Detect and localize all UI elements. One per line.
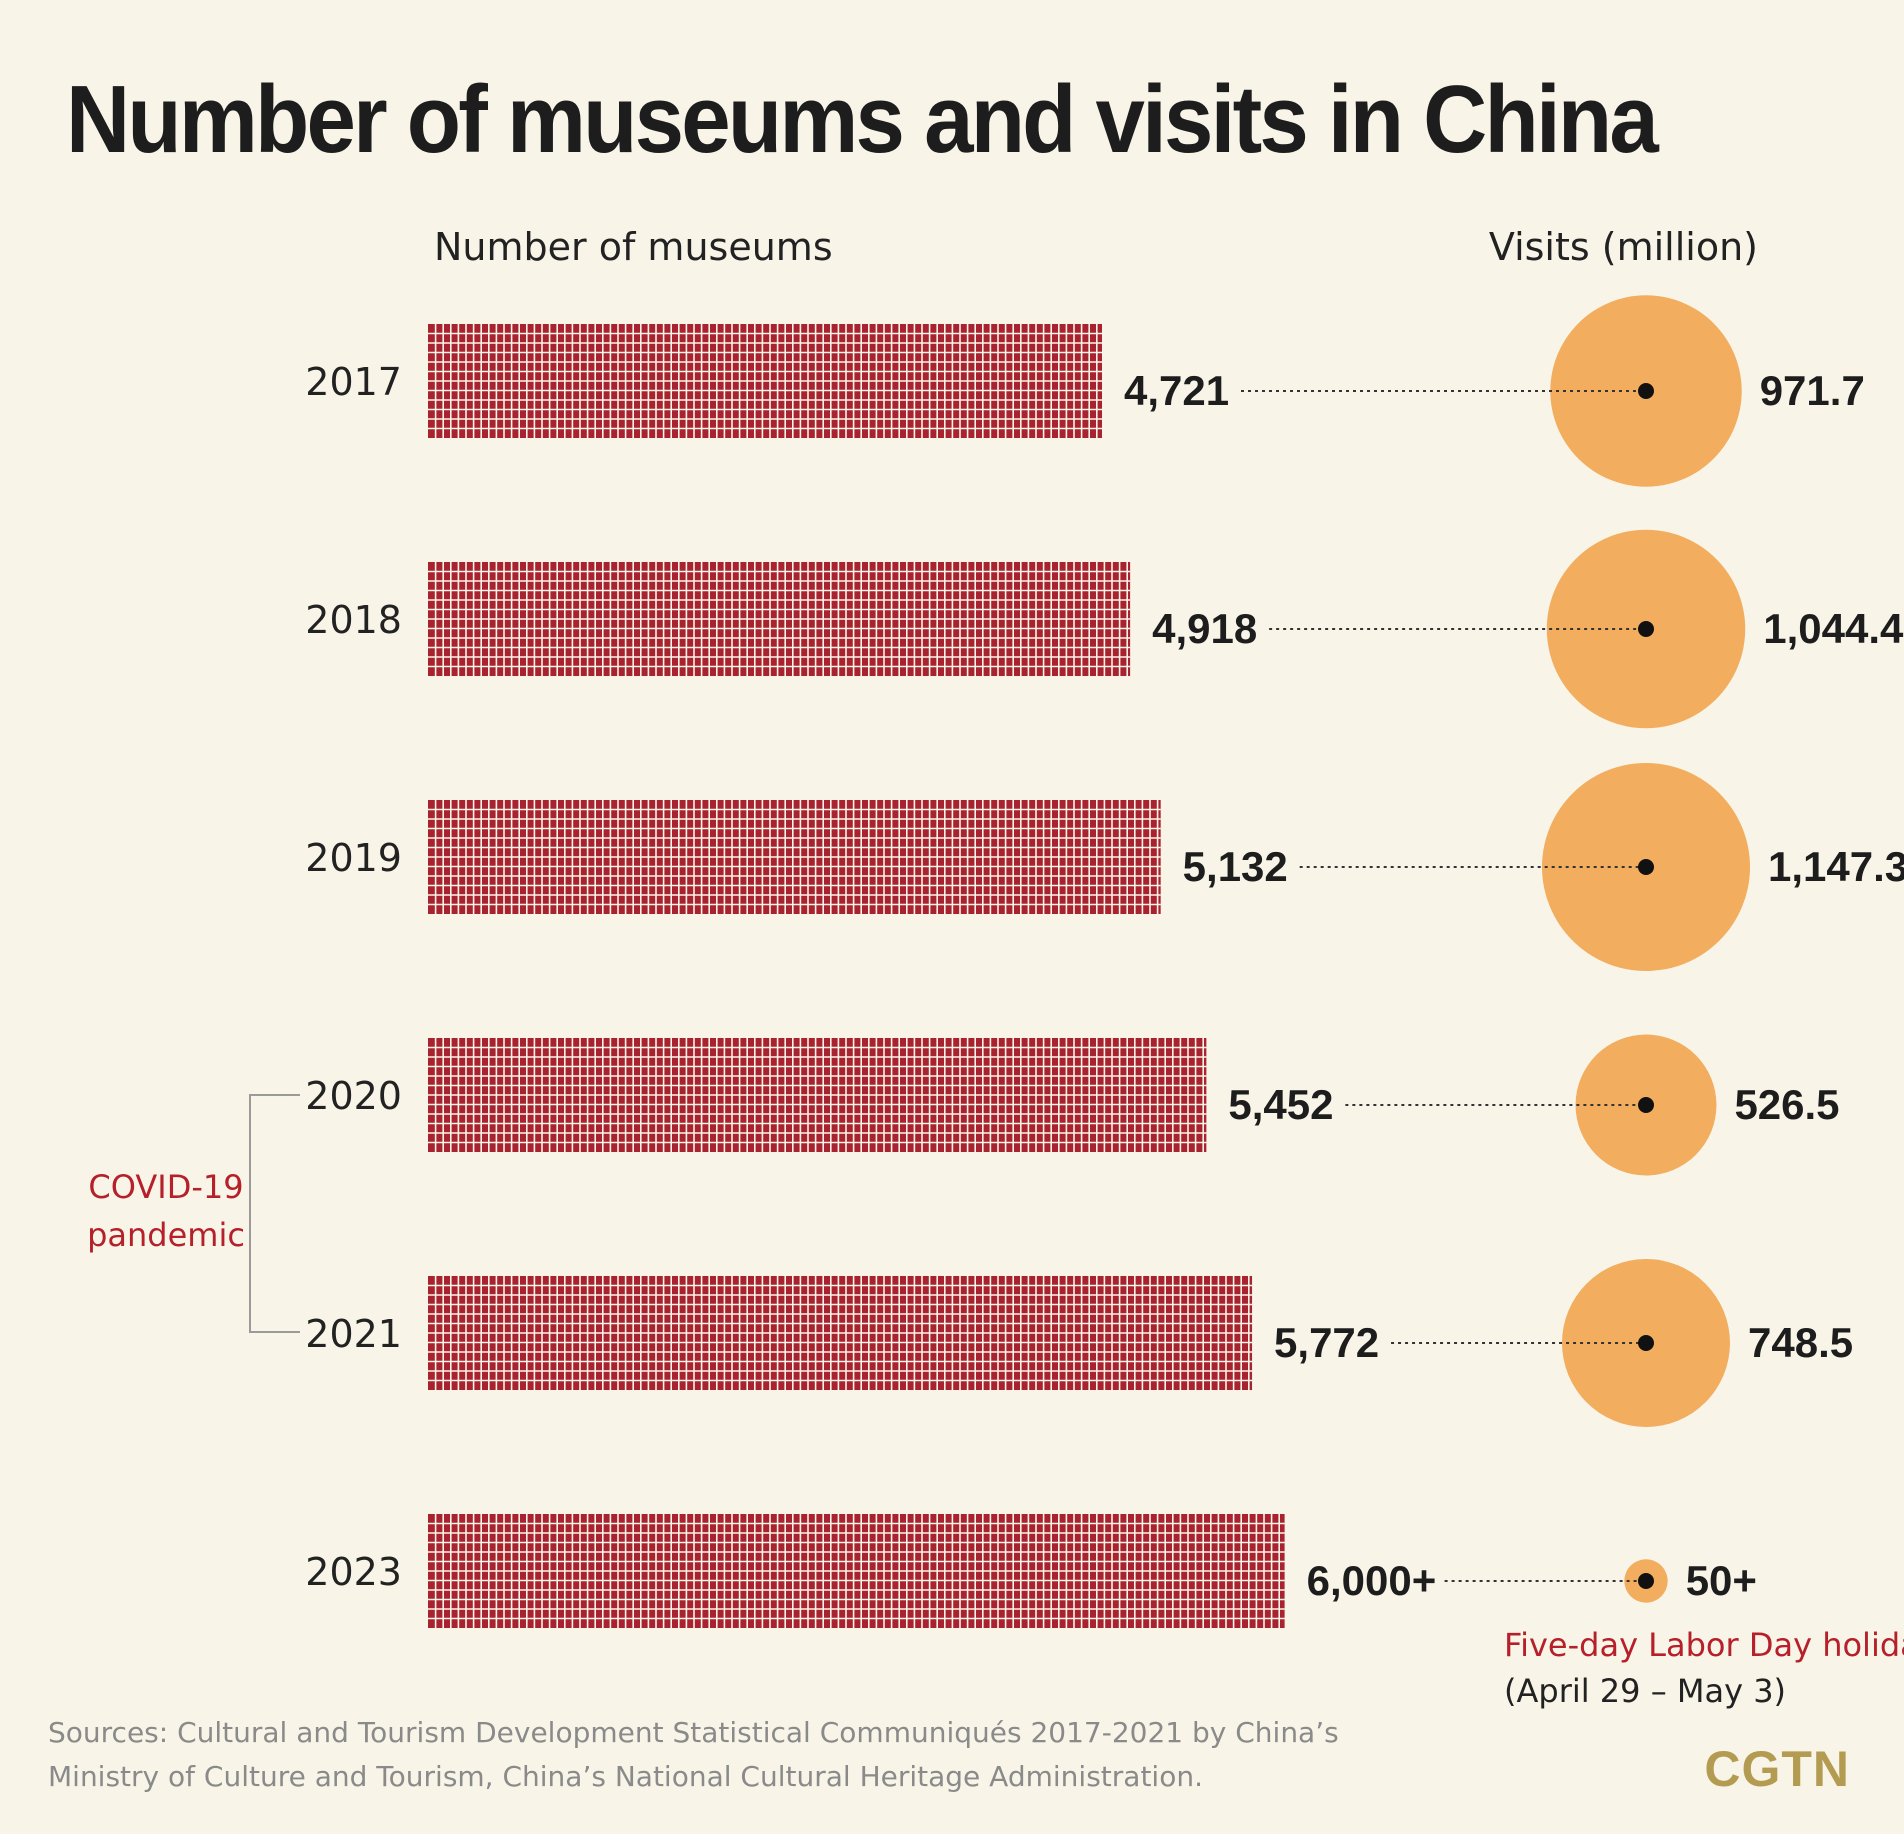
year-label-2020: 2020	[305, 1074, 402, 1118]
holiday-dates: (April 29 – May 3)	[1504, 1672, 1786, 1710]
visits-value-2017: 971.7	[1760, 367, 1865, 414]
covid-label-line1: COVID-19	[88, 1168, 243, 1206]
museum-count-2018: 4,918	[1152, 605, 1257, 652]
source-line-1: Sources: Cultural and Tourism Developmen…	[48, 1716, 1339, 1749]
museum-bar-2017	[428, 324, 1102, 438]
museum-bar-2021	[428, 1276, 1253, 1390]
visits-value-2021: 748.5	[1748, 1319, 1853, 1366]
museum-bar-2018	[428, 562, 1131, 676]
cgtn-logo: CGTN	[1704, 1741, 1850, 1797]
source-line-2: Ministry of Culture and Tourism, China’s…	[48, 1760, 1203, 1793]
year-label-2019: 2019	[305, 836, 402, 880]
year-label-2021: 2021	[305, 1312, 402, 1356]
visits-value-2018: 1,044.4	[1763, 605, 1904, 652]
visits-header: Visits (million)	[1489, 225, 1758, 269]
holiday-note: Five-day Labor Day holiday	[1504, 1626, 1904, 1664]
museums-header: Number of museums	[434, 225, 833, 269]
bubble-center-2021	[1638, 1335, 1654, 1351]
chart-rows: 2017 4,721 971.7 2018 4,918 1,044.4 2019 5,132 1…	[305, 295, 1904, 1628]
bubble-center-2017	[1638, 383, 1654, 399]
museum-bar-2020	[428, 1038, 1207, 1152]
visits-value-2019: 1,147.3	[1768, 843, 1904, 890]
museum-bar-2019	[428, 800, 1161, 914]
bubble-center-2020	[1638, 1097, 1654, 1113]
museum-count-2020: 5,452	[1228, 1081, 1333, 1128]
bubble-center-2023	[1638, 1573, 1654, 1589]
covid-bracket	[249, 1094, 300, 1333]
covid-label-line2: pandemic	[87, 1216, 245, 1254]
year-label-2023: 2023	[305, 1550, 402, 1594]
year-label-2017: 2017	[305, 360, 402, 404]
bubble-center-2019	[1638, 859, 1654, 875]
visits-value-2023: 50+	[1686, 1557, 1757, 1604]
museum-count-2023: 6,000+	[1307, 1557, 1437, 1604]
chart-title: Number of museums and visits in China	[66, 66, 1659, 173]
museum-count-2019: 5,132	[1183, 843, 1288, 890]
visits-value-2020: 526.5	[1734, 1081, 1839, 1128]
year-label-2018: 2018	[305, 598, 402, 642]
museum-bar-2023	[428, 1514, 1285, 1628]
museum-count-2017: 4,721	[1124, 367, 1229, 414]
museum-count-2021: 5,772	[1274, 1319, 1379, 1366]
bubble-center-2018	[1638, 621, 1654, 637]
